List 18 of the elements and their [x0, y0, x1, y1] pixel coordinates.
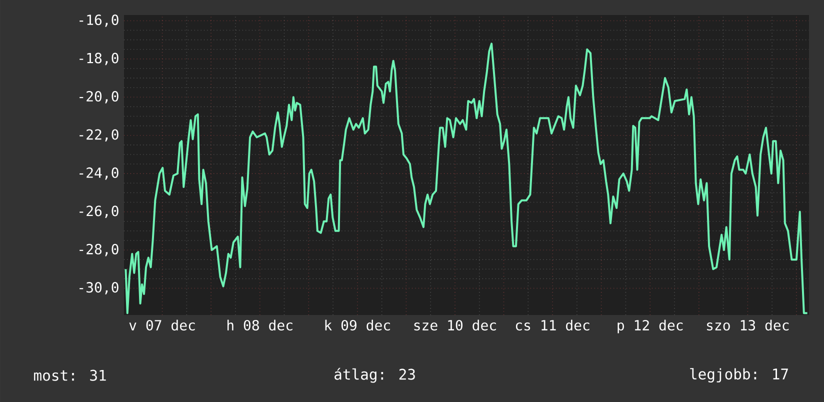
- x-tick-label: sze 10 dec: [414, 320, 496, 331]
- x-tick-label: szo 13 dec: [707, 320, 789, 331]
- y-tick-label: -18,0: [80, 52, 118, 66]
- x-tick-label: h 08 dec: [227, 320, 292, 331]
- text: átlag: 23: [334, 368, 415, 383]
- y-tick-label: -20,0: [80, 90, 118, 104]
- x-tick-label: k 09 dec: [325, 320, 390, 331]
- text: legjobb: 17: [690, 368, 788, 383]
- x-tick-label: v 07 dec: [129, 320, 195, 331]
- y-tick-label: -24,0: [80, 167, 118, 180]
- x-tick-label: p 12 dec: [618, 320, 683, 334]
- y-tick-label: -28,0: [80, 244, 118, 256]
- x-tick-label: cs 11 dec: [516, 320, 590, 331]
- y-tick-label: -26,0: [80, 206, 118, 218]
- y-tick-label: -16,0: [80, 14, 118, 27]
- text: most: 31: [34, 370, 106, 381]
- y-tick-label: -22,0: [80, 129, 118, 142]
- y-tick-label: -30,0: [80, 282, 118, 294]
